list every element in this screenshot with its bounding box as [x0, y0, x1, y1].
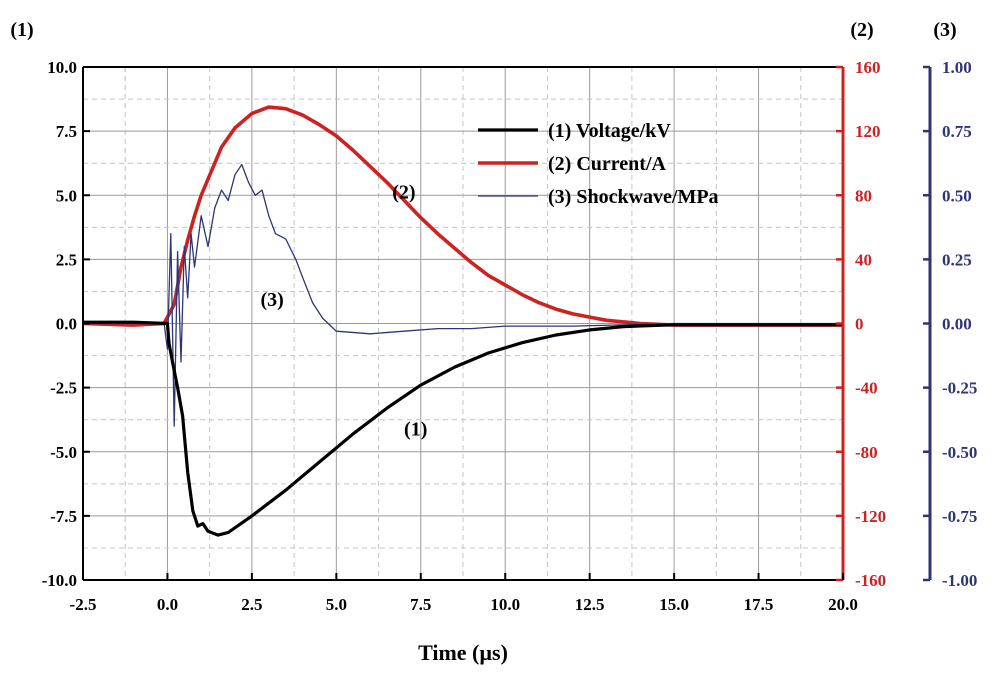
y-tick-label-3: -0.25: [942, 379, 977, 398]
y-tick-label-2: -40: [855, 379, 878, 398]
y-tick-label-2: 0: [855, 315, 864, 334]
y-tick-label-3: -0.50: [942, 443, 977, 462]
y-tick-label-3: 0.75: [942, 122, 972, 141]
x-tick-label: 12.5: [575, 595, 605, 614]
y-tick-label-1: -5.0: [50, 443, 77, 462]
y-axis-title-3: (3): [933, 19, 956, 41]
y-tick-label-1: -2.5: [50, 379, 77, 398]
legend: (1) Voltage/kV (2) Current/A (3) Shockwave…: [478, 120, 719, 208]
y-tick-label-3: -1.00: [942, 571, 977, 590]
y-tick-label-1: -10.0: [42, 571, 77, 590]
y-tick-label-2: -160: [855, 571, 886, 590]
plot-lines: [82, 105, 844, 537]
legend-label-1: (1) Voltage/kV: [548, 120, 671, 142]
y-tick-label-1: 10.0: [47, 58, 77, 77]
y-tick-label-3: 0.50: [942, 186, 972, 205]
y-tick-label-2: 160: [855, 58, 881, 77]
y-tick-label-1: 5.0: [56, 186, 77, 205]
curve-annotation-3: (3): [260, 289, 283, 311]
y-tick-label-3: 1.00: [942, 58, 972, 77]
x-tick-label: 7.5: [410, 595, 431, 614]
x-tick-label: 20.0: [828, 595, 858, 614]
x-tick-label: 0.0: [157, 595, 178, 614]
y-axis-title-1: (1): [10, 19, 33, 41]
y-tick-label-2: -80: [855, 443, 878, 462]
y-tick-label-2: -120: [855, 507, 886, 526]
x-tick-label: 15.0: [659, 595, 689, 614]
x-tick-label: 2.5: [241, 595, 262, 614]
axes: [82, 65, 932, 582]
y-tick-label-2: 80: [855, 186, 872, 205]
legend-label-2: (2) Current/A: [548, 153, 666, 175]
x-tick-label: -2.5: [70, 595, 97, 614]
legend-label-3: (3) Shockwave/MPa: [548, 186, 719, 208]
y-axis-title-2: (2): [850, 19, 873, 41]
y-tick-label-3: 0.00: [942, 315, 972, 334]
y-tick-label-1: -7.5: [50, 507, 77, 526]
x-tick-label: 5.0: [326, 595, 347, 614]
y-tick-label-2: 40: [855, 250, 872, 269]
curve-annotation-1: (1): [404, 419, 427, 441]
x-tick-label: 17.5: [744, 595, 774, 614]
y-tick-label-1: 7.5: [56, 122, 77, 141]
y-tick-label-3: -0.75: [942, 507, 977, 526]
x-tick-label: 10.0: [490, 595, 520, 614]
y-tick-label-3: 0.25: [942, 250, 972, 269]
y-tick-label-2: 120: [855, 122, 881, 141]
x-axis-title: Time (µs): [418, 640, 508, 665]
curve-annotation-2: (2): [392, 181, 415, 203]
labels: 10.0 7.5 5.0 2.5 0.0 -2.5 -5.0 -7.5 -10.0 (1) 160 1…: [10, 19, 977, 665]
y-tick-label-1: 0.0: [56, 315, 77, 334]
y-tick-label-1: 2.5: [56, 250, 77, 269]
